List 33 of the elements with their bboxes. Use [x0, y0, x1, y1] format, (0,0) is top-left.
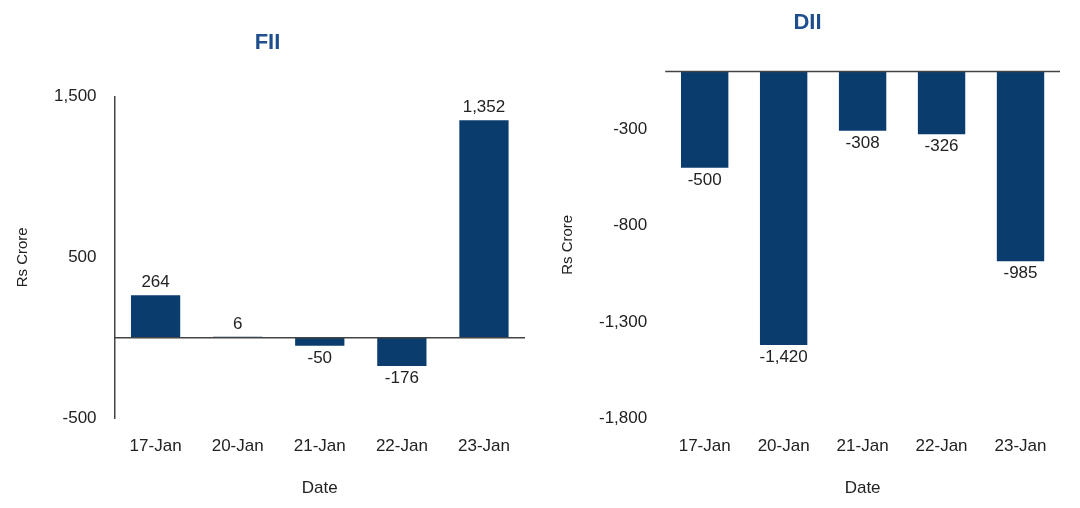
y-tick-label: 1,500 [53, 86, 97, 106]
x-tick-label: 21-Jan [836, 436, 889, 456]
data-label: -176 [384, 368, 419, 388]
data-label: 1,352 [462, 97, 506, 117]
data-label: -326 [924, 136, 959, 156]
y-axis-title: Rs Crore [13, 227, 31, 288]
data-label: 264 [141, 272, 170, 292]
data-label: 6 [232, 313, 243, 333]
data-label: -50 [307, 347, 333, 367]
x-tick-label: 20-Jan [757, 436, 810, 456]
y-tick-label: -1,800 [599, 407, 648, 427]
x-tick-label: 17-Jan [678, 436, 731, 456]
chart-title: DII [793, 9, 822, 35]
data-label: -308 [845, 132, 880, 152]
x-tick-label: 23-Jan [994, 436, 1047, 456]
y-axis-title: Rs Crore [558, 214, 576, 275]
x-tick-label: 23-Jan [457, 436, 510, 456]
y-tick-label: -500 [62, 407, 97, 427]
data-label: -1,420 [759, 347, 808, 367]
y-tick-label: 500 [68, 246, 97, 266]
x-axis-title: Date [301, 478, 338, 498]
y-tick-label: -800 [613, 215, 648, 235]
data-label: -985 [1003, 263, 1038, 283]
x-tick-label: 22-Jan [375, 436, 428, 456]
y-tick-label: -1,300 [599, 311, 648, 331]
x-axis-title: Date [844, 478, 881, 498]
x-tick-label: 22-Jan [915, 436, 968, 456]
chart-title: FII [254, 29, 281, 55]
y-tick-label: -300 [613, 118, 648, 138]
x-tick-label: 17-Jan [129, 436, 182, 456]
x-tick-label: 20-Jan [211, 436, 264, 456]
x-tick-label: 21-Jan [293, 436, 346, 456]
data-label: -500 [687, 169, 722, 189]
